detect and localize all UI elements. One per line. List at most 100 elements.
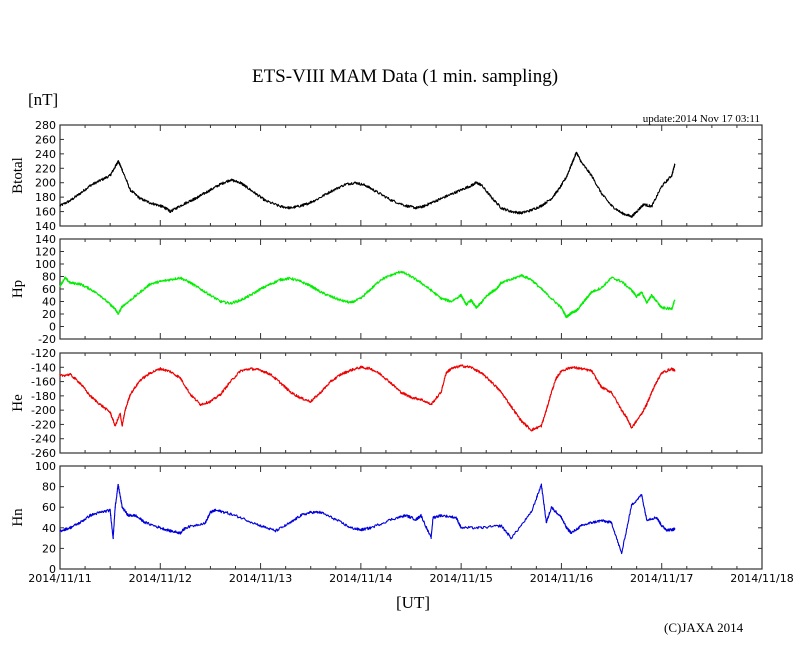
data-point-hp — [109, 304, 111, 306]
y-tick-label: -120 — [31, 347, 56, 360]
data-point-btotal — [674, 164, 676, 166]
data-point-hn — [360, 529, 362, 531]
x-tick-label: 2014/11/17 — [630, 572, 693, 585]
data-point-hn — [540, 483, 543, 486]
data-point-btotal — [430, 202, 432, 204]
data-point-he — [89, 395, 91, 397]
data-point-btotal — [179, 205, 181, 207]
y-tick-label: -20 — [38, 333, 56, 346]
data-point-hp — [380, 279, 382, 281]
panel-frame-he — [59, 352, 763, 454]
data-point-hp — [179, 277, 181, 279]
y-tick-label: 100 — [35, 258, 56, 271]
data-point-he — [270, 373, 272, 375]
data-point-hn — [666, 529, 668, 531]
y-axis-label-btotal: Btotal — [10, 157, 26, 194]
data-point-he — [520, 420, 522, 422]
series-line-hp — [59, 270, 676, 319]
data-point-hp — [290, 277, 292, 279]
data-point-hp — [480, 302, 482, 304]
data-point-hn — [350, 527, 352, 529]
data-point-he — [99, 403, 101, 405]
x-tick-label: 2014/11/11 — [28, 572, 91, 585]
data-point-hp — [611, 277, 613, 279]
data-point-he — [179, 377, 181, 379]
data-point-hn — [127, 514, 129, 517]
data-point-hn — [460, 527, 462, 529]
data-point-btotal — [79, 192, 81, 195]
data-point-hp — [631, 289, 633, 291]
data-point-he — [239, 370, 242, 372]
data-point-hp — [390, 274, 392, 276]
data-point-btotal — [590, 174, 593, 177]
data-point-hp — [600, 287, 603, 289]
data-point-hp — [280, 279, 282, 281]
y-tick-label: 80 — [42, 271, 56, 284]
data-point-he — [410, 396, 412, 398]
data-point-btotal — [475, 182, 477, 184]
data-point-hn — [209, 511, 211, 513]
data-point-btotal — [651, 205, 653, 208]
data-point-hn — [114, 506, 116, 508]
data-point-he — [420, 398, 422, 400]
data-point-he — [360, 366, 362, 368]
panel-frame-btotal — [59, 124, 763, 227]
data-point-he — [124, 409, 126, 411]
data-point-he — [530, 429, 532, 431]
data-point-hn — [59, 530, 61, 532]
y-tick-label: 80 — [42, 481, 56, 494]
data-point-he — [550, 391, 553, 393]
unit-label: [nT] — [28, 90, 59, 109]
data-point-hp — [590, 291, 593, 293]
data-point-hp — [59, 285, 61, 287]
data-point-he — [400, 391, 402, 393]
data-point-hn — [641, 494, 643, 496]
data-point-hp — [99, 294, 101, 296]
data-point-he — [290, 391, 292, 393]
data-point-btotal — [219, 183, 222, 185]
data-point-btotal — [189, 200, 191, 202]
data-point-hn — [420, 514, 422, 517]
data-point-btotal — [470, 185, 472, 187]
data-point-hp — [580, 304, 583, 306]
data-point-he — [330, 381, 332, 383]
data-point-hn — [320, 511, 322, 513]
data-point-he — [646, 403, 648, 405]
data-point-hp — [651, 294, 653, 296]
data-point-hp — [560, 307, 563, 309]
y-tick-label: 120 — [35, 246, 56, 259]
data-point-hp — [114, 308, 116, 310]
data-point-hp — [249, 294, 252, 296]
data-point-hp — [129, 299, 131, 301]
data-point-hn — [656, 516, 658, 519]
data-point-btotal — [345, 183, 347, 185]
data-point-hn — [99, 511, 101, 513]
data-point-hp — [674, 299, 676, 301]
data-point-he — [390, 382, 392, 384]
data-point-hn — [671, 529, 673, 531]
data-point-he — [119, 413, 121, 415]
y-tick-label: 140 — [35, 233, 56, 246]
data-point-btotal — [415, 207, 417, 209]
data-point-hn — [79, 522, 81, 524]
data-point-hn — [661, 525, 663, 527]
data-point-he — [139, 379, 141, 381]
data-point-he — [310, 401, 312, 403]
data-point-hp — [229, 302, 232, 304]
y-tick-label: 40 — [42, 522, 56, 535]
data-point-hp — [340, 299, 342, 301]
data-point-he — [600, 386, 603, 388]
data-point-hp — [169, 279, 171, 281]
data-point-btotal — [661, 185, 663, 187]
y-tick-label: 40 — [42, 296, 56, 309]
data-point-hp — [440, 297, 442, 299]
data-point-hp — [565, 316, 568, 318]
data-point-he — [209, 401, 211, 403]
data-point-hn — [310, 511, 312, 513]
data-point-btotal — [244, 185, 247, 187]
data-point-he — [430, 403, 432, 405]
series-line-he — [59, 364, 676, 432]
data-point-btotal — [422, 205, 424, 208]
y-tick-label: -140 — [31, 361, 56, 374]
